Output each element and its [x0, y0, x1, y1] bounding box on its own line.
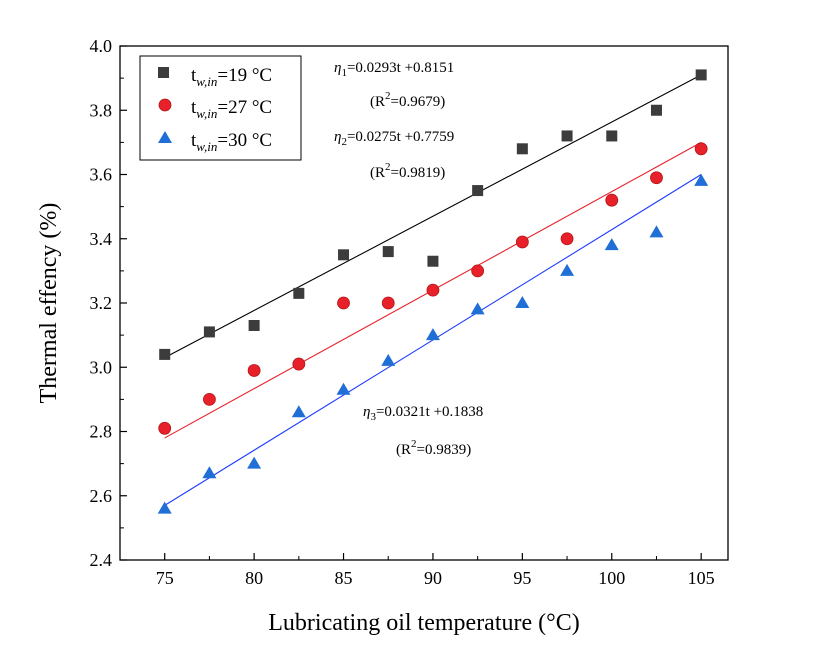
data-point-series-3: [247, 456, 262, 469]
data-point-series-3: [515, 296, 530, 308]
x-tick-label: 85: [335, 568, 353, 588]
data-point-series-1: [695, 69, 707, 81]
data-point-series-2: [292, 357, 306, 371]
x-tick-label: 105: [688, 568, 715, 588]
x-tick-label: 80: [245, 568, 263, 588]
x-axis-title: Lubricating oil temperature (°C): [268, 610, 579, 636]
y-tick-label: 4.0: [90, 36, 113, 56]
data-point-series-3: [157, 501, 172, 514]
y-tick-label: 3.2: [90, 293, 113, 313]
data-point-series-3: [425, 328, 440, 341]
data-point-series-1: [293, 287, 305, 299]
data-point-series-3: [336, 382, 351, 395]
data-point-series-1: [203, 326, 215, 338]
legend-label-30: tw,in=30 °C: [191, 130, 272, 154]
annotation-eta1-r2: (R2=0.9679): [370, 90, 445, 110]
x-tick-label: 90: [424, 568, 442, 588]
annotation-eta2-equation: η2=0.0275t +0.7759: [334, 129, 454, 148]
y-tick-label: 3.0: [90, 357, 113, 377]
y-tick-label: 3.6: [90, 165, 113, 185]
legend-marker-triangle: [158, 131, 172, 143]
data-point-series-1: [382, 246, 394, 258]
legend: tw,in=19 °C tw,in=27 °C tw,in=30 °C: [139, 55, 302, 161]
data-point-series-2: [426, 283, 440, 297]
annotation-eta2-r2: (R2=0.9819): [370, 161, 445, 181]
data-point-series-2: [471, 264, 485, 278]
data-point-series-1: [516, 143, 528, 155]
y-tick-label: 3.4: [90, 229, 113, 249]
data-point-series-2: [381, 296, 395, 310]
data-point-series-1: [159, 348, 171, 360]
data-point-series-2: [650, 171, 663, 185]
y-tick-label: 2.4: [90, 550, 113, 570]
annotation-eta3-equation: η3=0.0321t +0.1838: [363, 404, 483, 423]
data-markers: [157, 69, 709, 514]
data-point-series-1: [427, 255, 439, 267]
data-point-series-3: [202, 466, 217, 479]
data-point-series-3: [381, 353, 396, 366]
y-axis: 2.4 2.6 2.8 3.0 3.2 3.4 3.6 3.8 4.0: [90, 36, 127, 570]
x-tick-label: 100: [598, 568, 625, 588]
data-point-series-2: [515, 235, 529, 249]
x-axis: 75 80 85 90 95 100 105: [156, 553, 715, 588]
y-axis-title: Thermal effency (%): [36, 203, 62, 404]
data-point-series-3: [470, 302, 485, 315]
annotation-eta3-r2: (R2=0.9839): [396, 438, 471, 458]
data-point-series-1: [248, 319, 260, 331]
fit-line-series-1: [164, 74, 702, 359]
data-point-series-2: [560, 232, 574, 246]
data-point-series-3: [291, 405, 306, 418]
data-point-series-3: [694, 173, 709, 186]
data-point-series-2: [337, 296, 350, 310]
legend-marker-square: [158, 67, 169, 78]
data-point-series-2: [247, 364, 261, 377]
y-tick-label: 2.6: [90, 486, 113, 506]
data-point-series-2: [203, 392, 216, 406]
data-point-series-3: [604, 238, 619, 251]
data-point-series-1: [472, 185, 484, 197]
legend-label-19: tw,in=19 °C: [191, 65, 272, 89]
data-point-series-1: [650, 104, 662, 116]
x-tick-label: 95: [513, 568, 531, 588]
annotation-eta1-equation: η1=0.0293t +0.8151: [334, 60, 454, 79]
data-point-series-1: [561, 130, 573, 142]
data-point-series-2: [605, 193, 619, 207]
legend-marker-circle: [158, 98, 172, 112]
data-point-series-3: [649, 225, 664, 238]
data-point-series-1: [338, 249, 350, 261]
y-tick-label: 2.8: [90, 422, 113, 442]
legend-label-27: tw,in=27 °C: [191, 97, 272, 121]
data-point-series-2: [158, 421, 172, 435]
data-point-series-3: [560, 263, 575, 276]
x-tick-label: 75: [156, 568, 174, 588]
data-point-series-2: [694, 142, 708, 156]
data-point-series-1: [606, 130, 618, 142]
y-tick-label: 3.8: [90, 100, 113, 120]
